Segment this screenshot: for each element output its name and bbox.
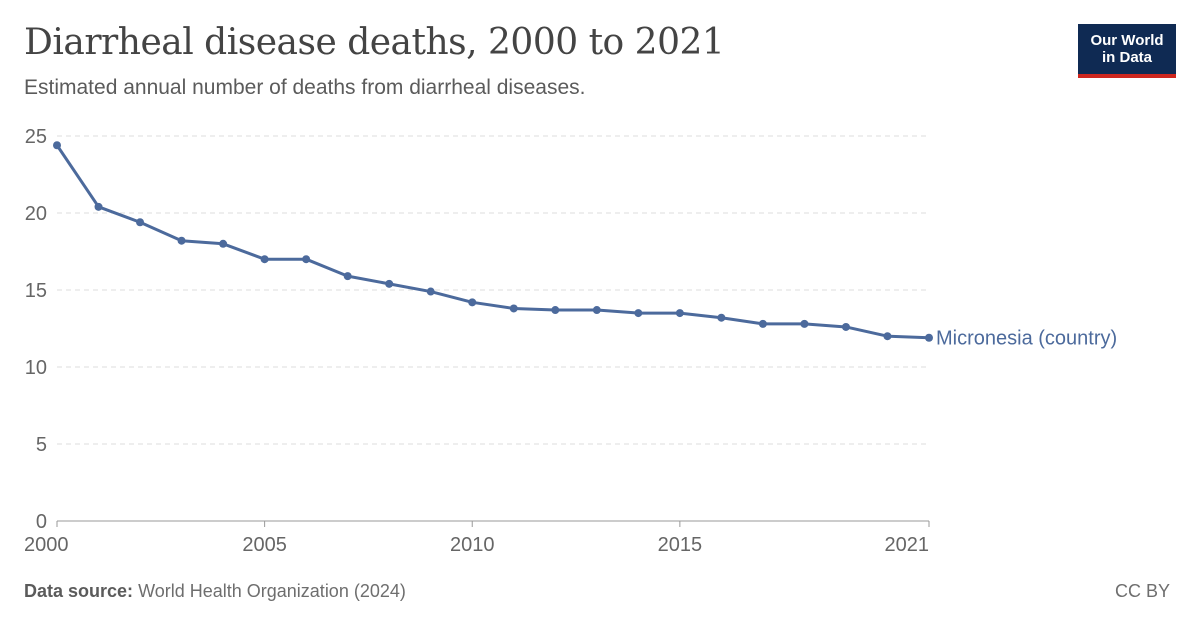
data-point <box>592 306 601 315</box>
y-tick-label: 10 <box>25 357 47 379</box>
data-point <box>219 239 228 248</box>
data-point <box>260 255 269 264</box>
data-point <box>925 333 933 342</box>
data-source: Data source: World Health Organization (… <box>24 581 406 602</box>
data-point <box>675 309 684 318</box>
data-point <box>758 319 767 328</box>
data-point <box>841 322 850 331</box>
data-point <box>634 309 643 318</box>
y-tick-label: 0 <box>36 511 47 533</box>
data-source-label: Data source: <box>24 581 134 601</box>
data-point <box>136 218 145 227</box>
y-tick-label: 25 <box>25 126 47 148</box>
data-point <box>177 236 186 245</box>
y-tick-label: 5 <box>36 434 47 456</box>
x-tick-label: 2021 <box>885 534 930 556</box>
series-label: Micronesia (country) <box>936 328 1117 350</box>
data-point <box>302 255 311 264</box>
chart-title: Diarrheal disease deaths, 2000 to 2021 <box>24 22 725 63</box>
data-point <box>883 332 892 341</box>
data-point <box>717 313 726 322</box>
x-tick-label: 2010 <box>450 534 495 556</box>
data-point <box>343 272 352 281</box>
y-tick-label: 20 <box>25 203 47 225</box>
owid-logo[interactable]: Our World in Data <box>1078 24 1176 78</box>
data-point <box>468 298 477 307</box>
data-point <box>551 306 560 315</box>
logo-line-2: in Data <box>1101 49 1152 66</box>
data-point <box>509 304 518 313</box>
logo-line-1: Our World <box>1090 32 1164 49</box>
series-line <box>55 143 931 340</box>
data-point <box>426 287 435 296</box>
data-point <box>53 141 61 150</box>
data-point <box>94 202 103 211</box>
license-link[interactable]: CC BY <box>1114 581 1170 601</box>
y-tick-label: 15 <box>25 280 47 302</box>
data-point <box>385 279 394 288</box>
chart-subtitle: Estimated annual number of deaths from d… <box>24 76 586 99</box>
x-tick-label: 2005 <box>242 534 287 556</box>
x-tick-label: 2000 <box>24 534 69 556</box>
data-source-value: World Health Organization (2024) <box>138 581 406 601</box>
x-tick-label: 2015 <box>658 534 703 556</box>
data-point <box>800 319 809 328</box>
